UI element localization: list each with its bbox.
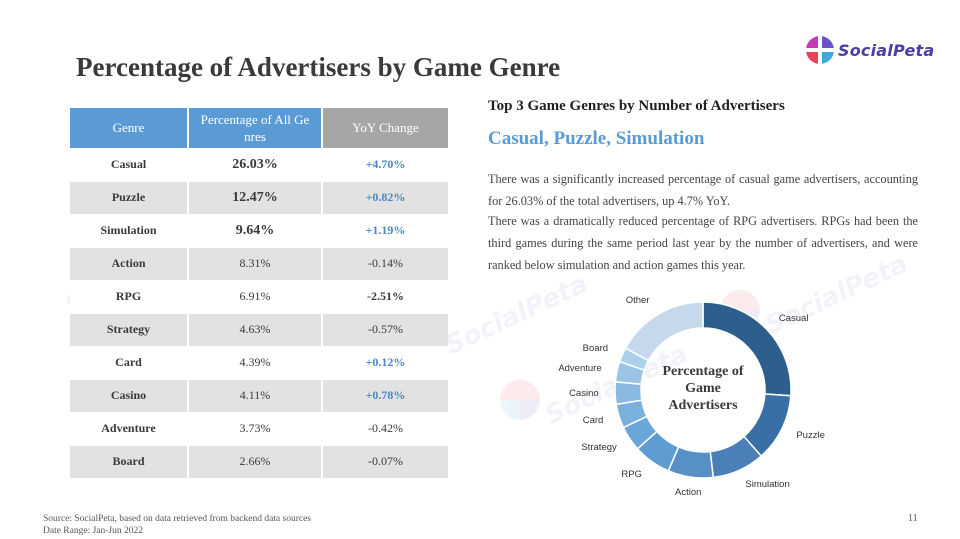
donut-slice-other [624, 301, 704, 362]
yoy-cell: -0.57% [322, 312, 448, 346]
table-row: Puzzle 12.47% +0.82% [70, 180, 448, 214]
percentage-cell: 4.11% [188, 378, 323, 412]
genre-cell: Strategy [70, 312, 189, 346]
top-genres-highlight: Casual, Puzzle, Simulation [488, 128, 705, 149]
yoy-cell: +4.70% [322, 147, 448, 181]
percentage-cell: 2.66% [188, 444, 323, 478]
genre-cell: RPG [70, 279, 189, 313]
genre-cell: Action [70, 246, 189, 280]
paragraph-casual: There was a significantly increased perc… [488, 172, 918, 208]
donut-label-rpg: RPG [621, 469, 642, 480]
percentage-cell: 12.47% [188, 180, 323, 214]
percentage-cell: 9.64% [188, 213, 323, 247]
donut-label-strategy: Strategy [581, 442, 617, 453]
genre-table: Genre Percentage of All Ge nres YoY Chan… [70, 108, 448, 478]
genre-cell: Simulation [70, 213, 189, 247]
donut-chart-svg [614, 301, 792, 479]
yoy-cell: -0.07% [322, 444, 448, 478]
donut-label-casino: Casino [569, 388, 599, 400]
genre-cell: Casino [70, 378, 189, 412]
genre-cell: Casual [70, 147, 189, 181]
footer-source: Source: SocialPeta, based on data retrie… [43, 513, 311, 537]
yoy-cell: -2.51% [322, 279, 448, 313]
page-title: Percentage of Advertisers by Game Genre [76, 52, 561, 82]
donut-label-puzzle: Puzzle [796, 430, 825, 442]
donut-label-other: Other [625, 295, 650, 307]
table-row: Casino 4.11% +0.78% [70, 378, 448, 412]
yoy-cell: +0.78% [322, 378, 448, 412]
logo-icon [806, 36, 834, 64]
donut-label-simulation: Simulation [745, 479, 790, 491]
percentage-cell: 4.39% [188, 345, 323, 379]
table-row: Board 2.66% -0.07% [70, 444, 448, 478]
percentage-cell: 6.91% [188, 279, 323, 313]
header-yoy-change: YoY Change [322, 108, 448, 148]
table-row: RPG 6.91% -2.51% [70, 279, 448, 313]
table-row: Adventure 3.73% -0.42% [70, 411, 448, 445]
percentage-cell: 8.31% [188, 246, 323, 280]
donut-label-action: Action [675, 487, 702, 499]
socialpeta-logo: SocialPeta [806, 36, 934, 64]
section-subheading: Top 3 Game Genres by Number of Advertise… [488, 98, 785, 114]
percentage-cell: 26.03% [188, 147, 323, 181]
yoy-cell: +1.19% [322, 213, 448, 247]
yoy-cell: -0.42% [322, 411, 448, 445]
genre-cell: Card [70, 345, 189, 379]
table-row: Action 8.31% -0.14% [70, 246, 448, 280]
date-range-text: Date Range: Jan-Jun 2022 [43, 526, 143, 536]
donut-label-adventure: Adventure [558, 362, 602, 374]
donut-center-title: Percentage of Game Advertisers [662, 364, 744, 413]
logo-text: SocialPeta [838, 40, 935, 60]
yoy-cell: +0.12% [322, 345, 448, 379]
paragraph-rpg: There was a dramatically reduced percent… [488, 214, 918, 272]
donut-label-casual: Casual [778, 313, 809, 325]
genre-cell: Board [70, 444, 189, 478]
yoy-cell: +0.82% [322, 180, 448, 214]
genre-cell: Puzzle [70, 180, 189, 214]
table-row: Casual 26.03% +4.70% [70, 147, 448, 181]
yoy-cell: -0.14% [322, 246, 448, 280]
table-header-row: Genre Percentage of All Ge nres YoY Chan… [70, 108, 448, 148]
table-row: Card 4.39% +0.12% [70, 345, 448, 379]
percentage-cell: 3.73% [188, 411, 323, 445]
source-text: Source: SocialPeta, based on data retrie… [43, 514, 312, 524]
donut-chart: Percentage of Game Advertisers Casual Puz… [558, 285, 850, 505]
table-row: Strategy 4.63% -0.57% [70, 312, 448, 346]
genre-cell: Adventure [70, 411, 189, 445]
header-genre: Genre [70, 108, 189, 148]
percentage-cell: 4.63% [188, 312, 323, 346]
header-percentage: Percentage of All Ge nres [188, 108, 323, 148]
table-row: Simulation 9.64% +1.19% [70, 213, 448, 247]
donut-slice-casino [614, 380, 643, 406]
donut-label-card: Card [582, 415, 604, 427]
page-number: 11 [908, 513, 918, 524]
donut-label-board: Board [582, 342, 609, 354]
